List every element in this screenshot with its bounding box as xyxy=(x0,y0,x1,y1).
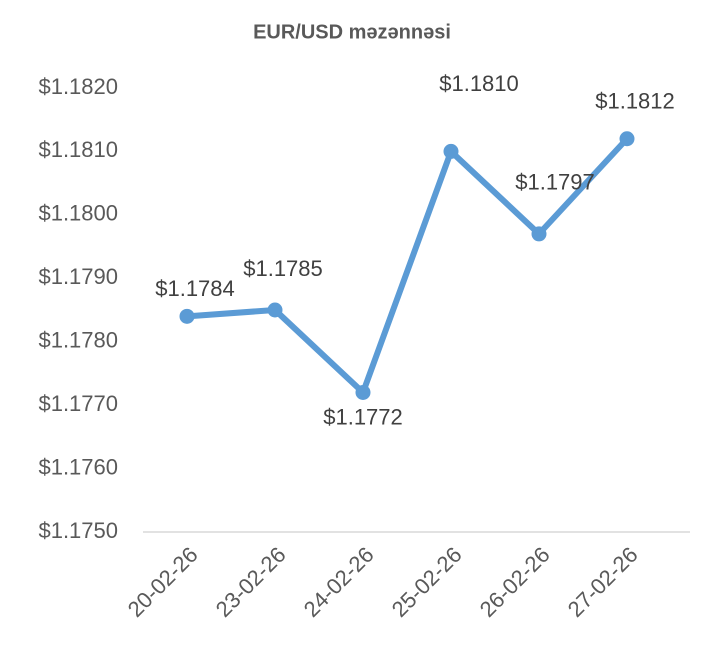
x-tick-label: 25-02-26 xyxy=(387,542,467,622)
data-label: $1.1784 xyxy=(155,276,235,301)
point xyxy=(179,308,195,324)
x-tick-label: 27-02-26 xyxy=(563,542,643,622)
point xyxy=(531,226,547,242)
chart-title: EUR/USD məzənnəsi xyxy=(253,21,451,43)
x-tick-label: 20-02-26 xyxy=(123,542,203,622)
y-tick-label: $1.1810 xyxy=(38,137,118,162)
x-tick-label: 23-02-26 xyxy=(211,542,291,622)
data-label: $1.1785 xyxy=(243,256,323,281)
y-tick-label: $1.1800 xyxy=(38,201,118,226)
data-label: $1.1812 xyxy=(595,89,675,114)
y-tick-label: $1.1750 xyxy=(38,518,118,543)
line-series xyxy=(186,136,630,396)
y-tick-label: $1.1780 xyxy=(38,328,118,353)
data-label: $1.1797 xyxy=(515,170,595,195)
y-tick-label: $1.1760 xyxy=(38,454,118,479)
data-label: $1.1810 xyxy=(439,71,519,96)
point xyxy=(355,384,371,400)
y-tick-label: $1.1790 xyxy=(38,264,118,289)
x-tick-label: 26-02-26 xyxy=(475,542,555,622)
x-tick-label: 24-02-26 xyxy=(299,542,379,622)
point xyxy=(443,143,459,159)
point xyxy=(267,302,283,318)
data-label: $1.1772 xyxy=(323,404,403,429)
y-tick-label: $1.1770 xyxy=(38,391,118,416)
y-tick-label: $1.1820 xyxy=(38,74,118,99)
point xyxy=(619,131,635,147)
